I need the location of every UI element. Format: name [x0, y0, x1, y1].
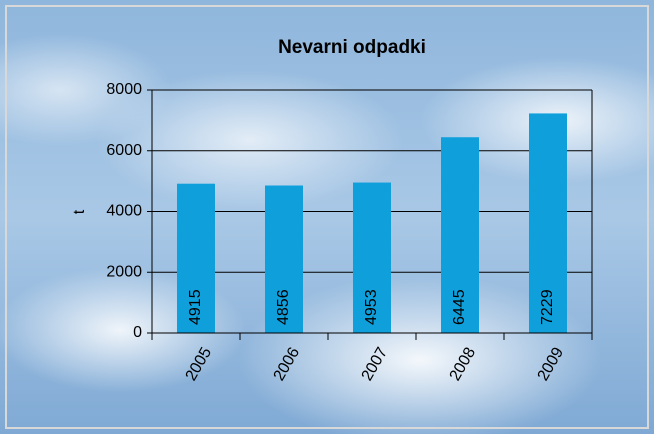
x-tick-label: 2005	[183, 345, 216, 384]
bar	[353, 182, 391, 333]
x-tick-label: 2009	[535, 345, 568, 384]
value-label: 6445	[451, 289, 468, 325]
y-tick-label: 8000	[106, 81, 142, 98]
y-tick-label: 2000	[106, 263, 142, 280]
value-label: 4915	[187, 289, 204, 325]
bar	[265, 185, 303, 333]
y-tick-label: 4000	[106, 203, 142, 220]
value-label: 7229	[539, 289, 556, 325]
y-axis-label: t	[71, 209, 88, 214]
x-tick-label: 2006	[271, 345, 304, 384]
chart-border	[5, 5, 649, 429]
y-tick-label: 6000	[106, 142, 142, 159]
value-label: 4953	[363, 289, 380, 325]
x-tick-label: 2008	[447, 345, 480, 384]
y-tick-label: 0	[133, 324, 142, 341]
x-tick-label: 2007	[359, 345, 392, 384]
value-label: 4856	[275, 289, 292, 325]
bar	[441, 137, 479, 333]
bar	[529, 113, 567, 333]
chart-title: Nevarni odpadki	[278, 37, 426, 58]
bar	[177, 183, 215, 333]
